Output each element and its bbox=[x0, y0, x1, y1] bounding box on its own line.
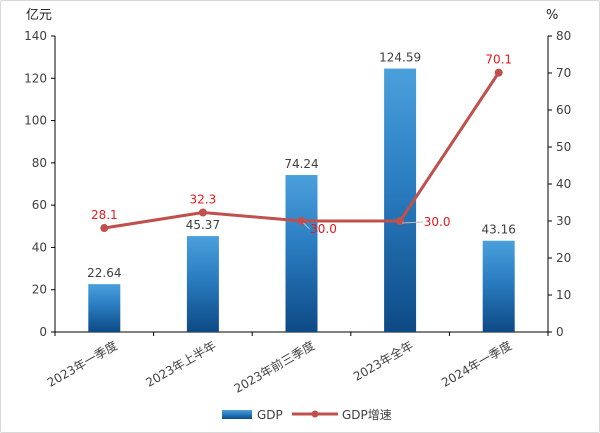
growth-point bbox=[494, 68, 503, 77]
gdp-bar bbox=[285, 175, 318, 332]
gdp-value-label: 45.37 bbox=[186, 218, 220, 232]
category-label: 2023年全年 bbox=[350, 338, 415, 384]
left-tick-label: 60 bbox=[32, 198, 47, 212]
category-label: 2023年前三季度 bbox=[231, 338, 317, 396]
right-tick-label: 30 bbox=[556, 214, 571, 228]
right-tick-label: 70 bbox=[556, 66, 571, 80]
left-tick-label: 80 bbox=[32, 156, 47, 170]
gdp-bar bbox=[384, 68, 417, 332]
growth-value-label: 32.3 bbox=[190, 192, 217, 206]
gdp-value-label: 22.64 bbox=[87, 266, 121, 280]
gdp-value-label: 74.24 bbox=[284, 157, 318, 171]
growth-value-label: 30.0 bbox=[310, 222, 337, 236]
left-tick-label: 120 bbox=[24, 71, 47, 85]
gdp-bar bbox=[482, 240, 515, 332]
growth-point bbox=[198, 208, 207, 217]
gdp-value-label: 124.59 bbox=[379, 51, 421, 65]
gdp-value-label: 43.16 bbox=[482, 223, 516, 237]
growth-point bbox=[396, 217, 405, 225]
right-tick-label: 60 bbox=[556, 103, 571, 117]
right-tick-label: 0 bbox=[556, 325, 564, 339]
left-tick-label: 0 bbox=[39, 325, 47, 339]
growth-point bbox=[100, 224, 109, 233]
right-tick-label: 50 bbox=[556, 140, 571, 154]
category-label: 2024年一季度 bbox=[439, 338, 515, 390]
gdp-bar bbox=[186, 236, 219, 332]
gdp-bar bbox=[88, 284, 121, 332]
legend-gdp-label: GDP bbox=[257, 408, 283, 422]
right-tick-label: 10 bbox=[556, 288, 571, 302]
data-labels: 22.64 45.37 74.24 124.59 43.16 28.1 32.3 30.0 30… bbox=[87, 51, 516, 281]
category-label: 2023年上半年 bbox=[143, 338, 218, 389]
right-axis-unit: % bbox=[546, 8, 558, 23]
right-tick-label: 40 bbox=[556, 177, 571, 191]
growth-leader-line bbox=[402, 221, 424, 224]
axes: 0 20 40 60 80 100 120 140 0 10 20 30 40 50 60 70 80 bbox=[24, 29, 571, 339]
left-tick-label: 20 bbox=[32, 283, 47, 297]
left-tick-label: 40 bbox=[32, 240, 47, 254]
growth-value-label: 30.0 bbox=[424, 215, 451, 229]
legend: GDP GDP增速 bbox=[222, 408, 392, 422]
left-tick-label: 100 bbox=[24, 114, 47, 128]
left-tick-label: 140 bbox=[24, 29, 47, 43]
category-labels: 2023年一季度 2023年上半年 2023年前三季度 2023年全年 2024年一季度 bbox=[44, 338, 514, 396]
growth-value-label: 70.1 bbox=[485, 53, 512, 67]
legend-gdp-swatch bbox=[222, 410, 252, 419]
right-tick-label: 20 bbox=[556, 251, 571, 265]
category-label: 2023年一季度 bbox=[44, 338, 120, 390]
growth-leader-line bbox=[303, 222, 310, 230]
growth-value-label: 28.1 bbox=[91, 208, 118, 222]
legend-growth-label: GDP增速 bbox=[342, 408, 392, 422]
bar-series bbox=[88, 68, 515, 332]
right-tick-label: 80 bbox=[556, 29, 571, 43]
left-axis-unit: 亿元 bbox=[26, 8, 52, 23]
legend-growth-marker bbox=[311, 410, 319, 418]
